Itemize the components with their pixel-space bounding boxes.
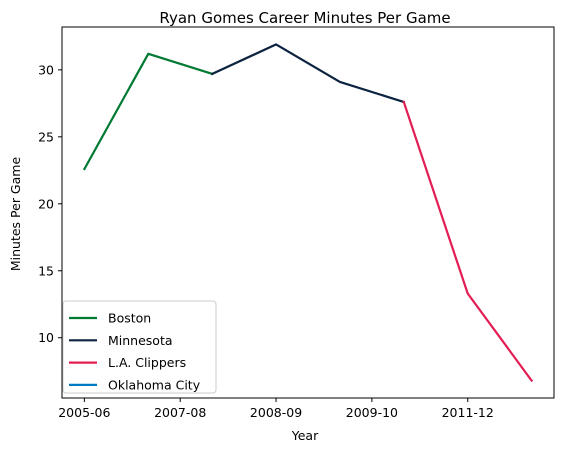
y-tick-label: 10 — [38, 330, 54, 345]
x-tick-label: 2011-12 — [442, 405, 494, 420]
series-line-l-a-clippers — [402, 100, 534, 383]
x-tick-label: 2009-10 — [346, 405, 398, 420]
chart-title: Ryan Gomes Career Minutes Per Game — [159, 9, 450, 27]
x-axis: 2005-06 2007-08 2008-09 2009-10 2011-12 — [58, 398, 494, 420]
x-tick-label: 2008-09 — [250, 405, 302, 420]
y-tick-label: 25 — [38, 129, 54, 144]
x-tick-label: 2007-08 — [154, 405, 206, 420]
plot-area — [82, 43, 534, 383]
legend-label-l-a-clippers: L.A. Clippers — [108, 355, 186, 370]
y-axis: 10 15 20 25 30 — [38, 62, 62, 345]
legend: Boston Minnesota L.A. Clippers Oklahoma Cit… — [62, 300, 217, 394]
legend-label-oklahoma-city: Oklahoma City — [108, 377, 201, 392]
x-tick-label: 2005-06 — [58, 405, 110, 420]
y-axis-label: Minutes Per Game — [8, 157, 23, 272]
series-line-boston — [82, 52, 214, 171]
legend-box — [62, 300, 217, 394]
legend-label-minnesota: Minnesota — [108, 333, 173, 348]
x-axis-label: Year — [291, 428, 319, 443]
series-line-minnesota — [210, 43, 406, 104]
legend-label-boston: Boston — [108, 311, 151, 326]
y-tick-label: 15 — [38, 263, 54, 278]
y-tick-label: 20 — [38, 196, 54, 211]
plot-frame — [61, 26, 555, 399]
y-tick-label: 30 — [38, 62, 54, 77]
